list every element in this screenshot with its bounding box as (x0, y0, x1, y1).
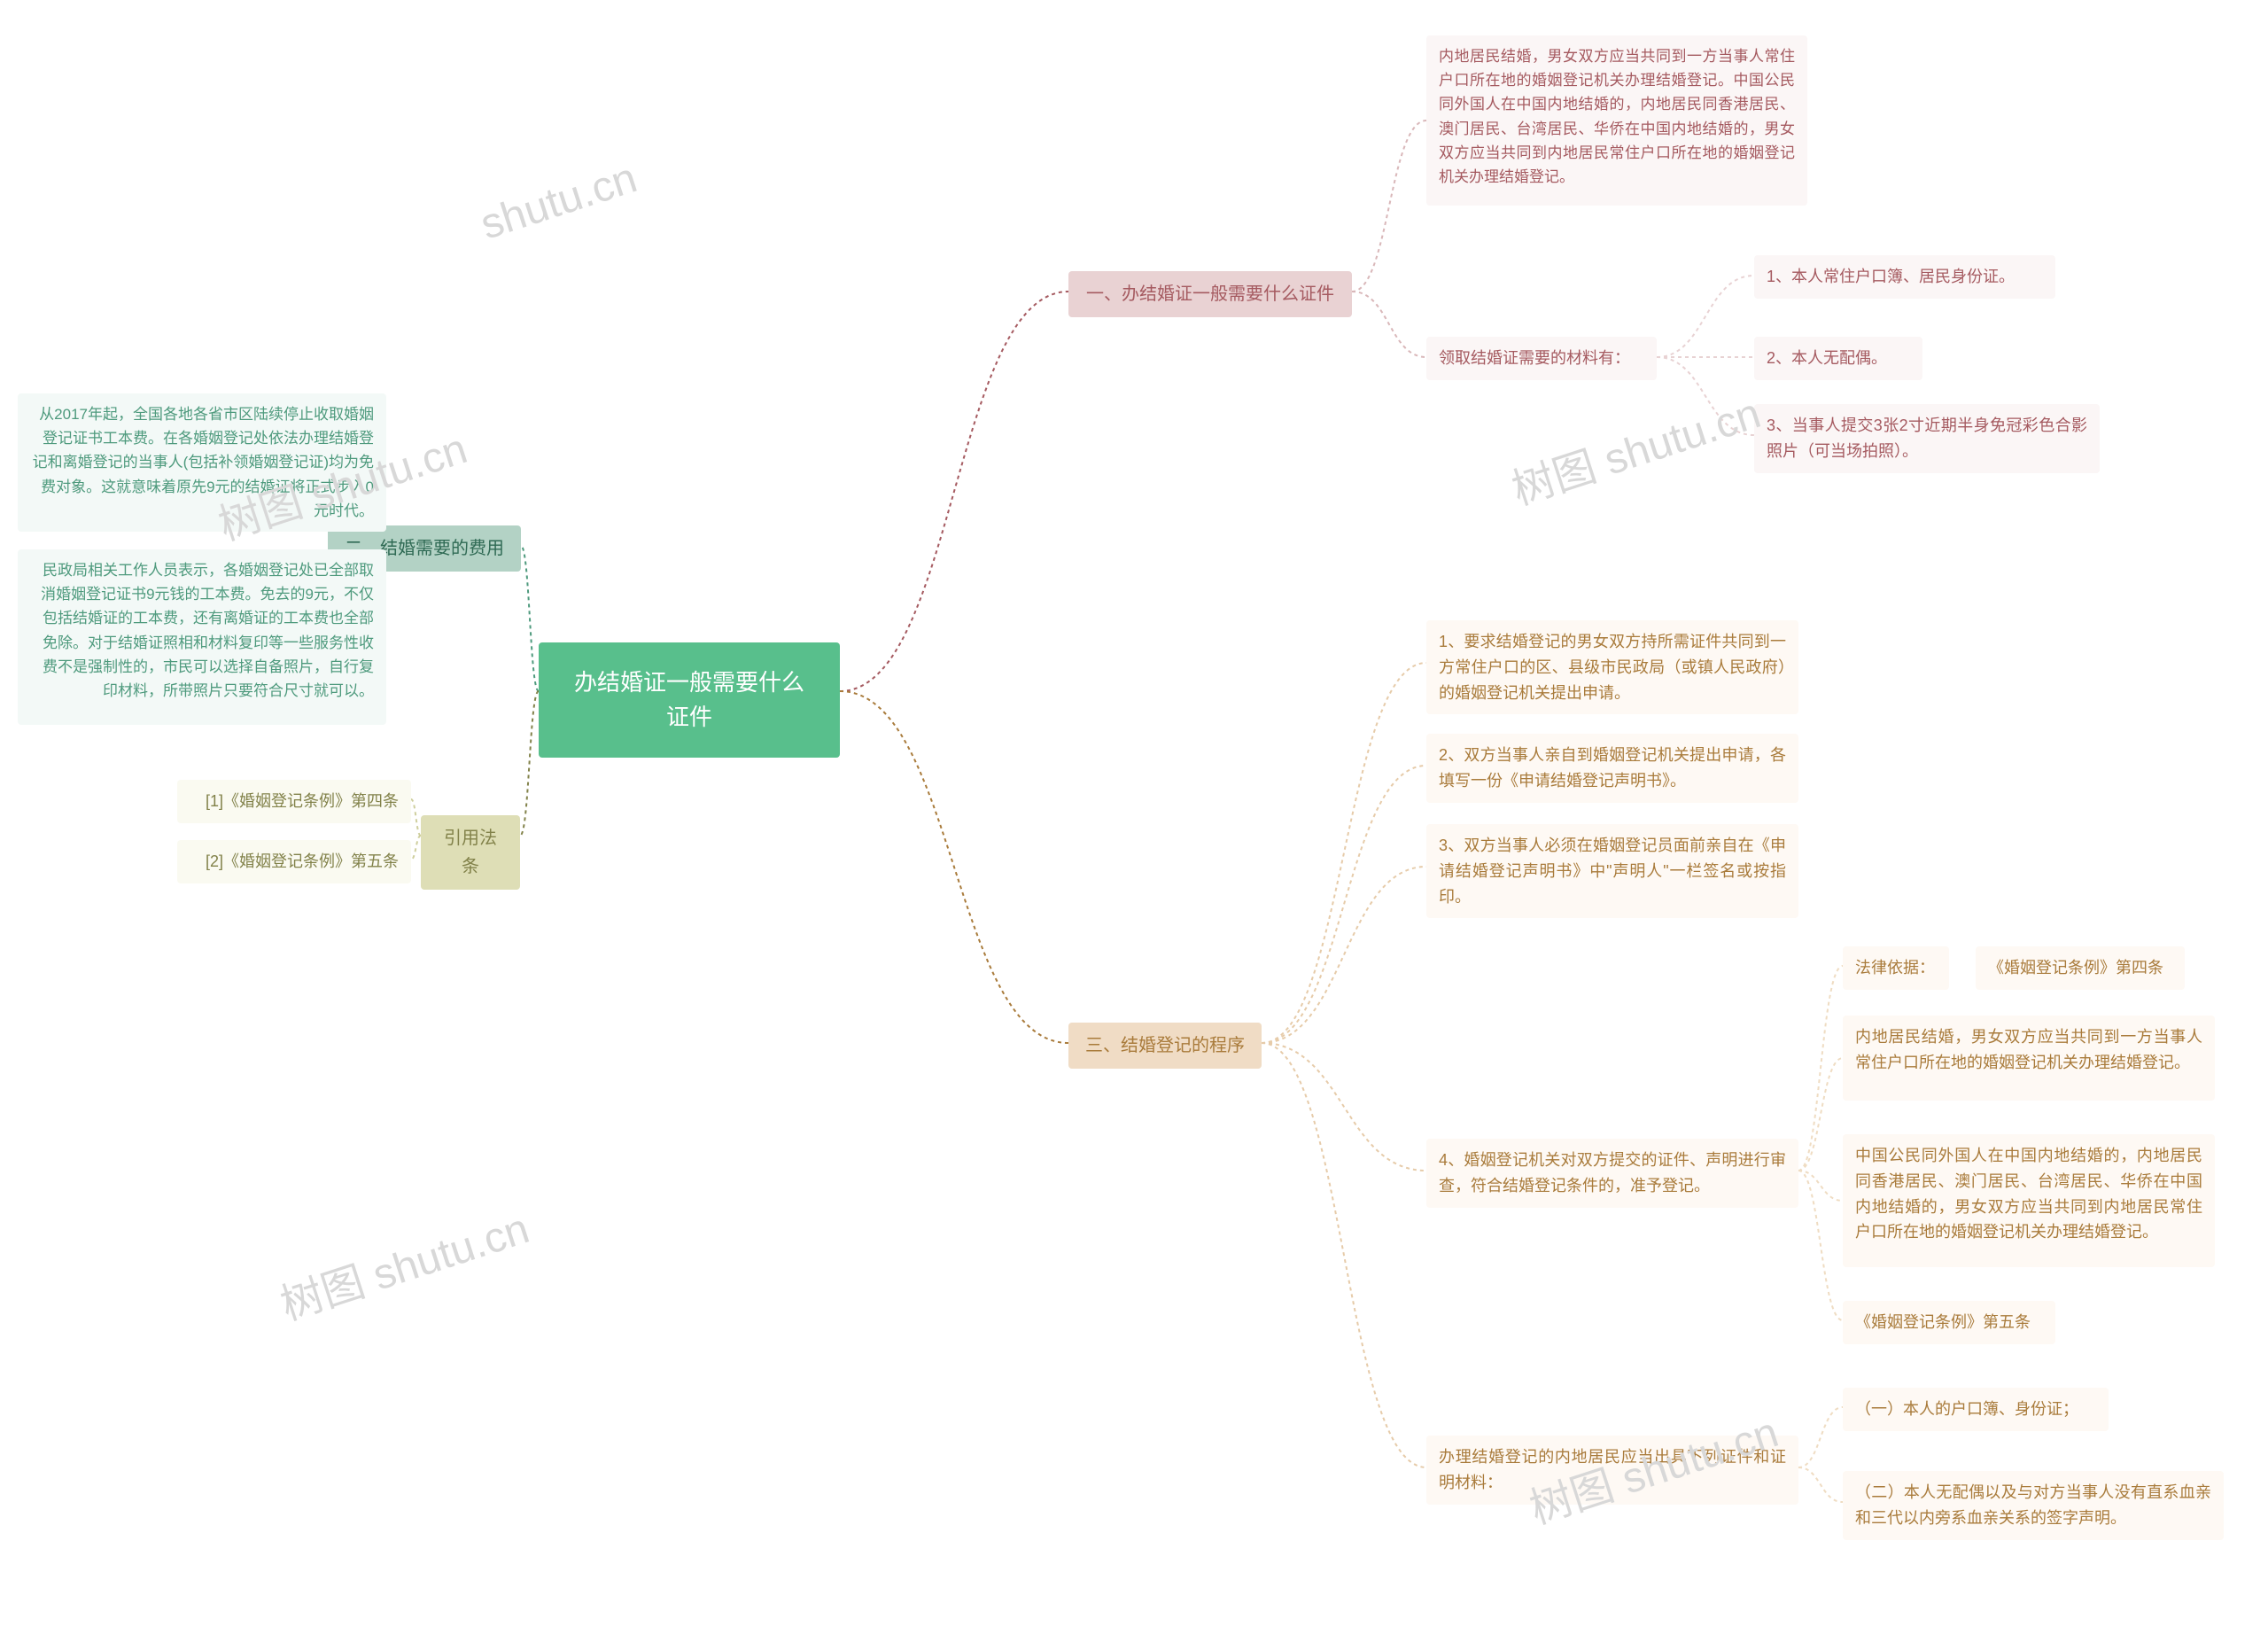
leaf-s1-2: 领取结婚证需要的材料有： (1426, 337, 1657, 380)
watermark: 树图 shutu.cn (1503, 378, 1767, 517)
leaf-s3-2: 2、双方当事人亲自到婚姻登记机关提出申请，各填写一份《申请结婚登记声明书》。 (1426, 734, 1798, 803)
root-node[interactable]: 办结婚证一般需要什么证件 (539, 642, 840, 758)
leaf-s1-2-2: 2、本人无配偶。 (1754, 337, 1922, 380)
leaf-s3-5-1: （一）本人的户口簿、身份证； (1843, 1388, 2109, 1431)
leaf-s2-1: 从2017年起，全国各地各省市区陆续停止收取婚姻登记证书工本费。在各婚姻登记处依… (18, 393, 386, 532)
leaf-s3-4-3: 中国公民同外国人在中国内地结婚的，内地居民同香港居民、澳门居民、台湾居民、华侨在… (1843, 1134, 2215, 1267)
leaf-s3-4-4: 《婚姻登记条例》第五条 (1843, 1301, 2055, 1344)
leaf-s1-2-3: 3、当事人提交3张2寸近期半身免冠彩色合影照片（可当场拍照）。 (1754, 404, 2100, 473)
leaf-s3-1: 1、要求结婚登记的男女双方持所需证件共同到一方常住户口的区、县级市民政局（或镇人… (1426, 620, 1798, 714)
watermark: 树图 shutu.cn (271, 1194, 535, 1332)
branch-1[interactable]: 一、办结婚证一般需要什么证件 (1068, 271, 1352, 317)
leaf-s3-5-2: （二）本人无配偶以及与对方当事人没有直系血亲和三代以内旁系血亲关系的签字声明。 (1843, 1471, 2224, 1540)
leaf-s4-2: [2]《婚姻登记条例》第五条 (177, 840, 411, 883)
leaf-s3-4-1a: 法律依据： (1843, 946, 1949, 990)
branch-4[interactable]: 引用法条 (421, 815, 520, 890)
leaf-s2-2: 民政局相关工作人员表示，各婚姻登记处已全部取消婚姻登记证书9元钱的工本费。免去的… (18, 549, 386, 725)
leaf-s3-4: 4、婚姻登记机关对双方提交的证件、声明进行审查，符合结婚登记条件的，准予登记。 (1426, 1139, 1798, 1208)
leaf-s4-1: [1]《婚姻登记条例》第四条 (177, 780, 411, 823)
leaf-s1-1: 内地居民结婚，男女双方应当共同到一方当事人常住户口所在地的婚姻登记机关办理结婚登… (1426, 35, 1807, 206)
leaf-s3-4-1b: 《婚姻登记条例》第四条 (1976, 946, 2185, 990)
leaf-s3-5: 办理结婚登记的内地居民应当出具下列证件和证明材料： (1426, 1436, 1798, 1505)
leaf-s3-4-2: 内地居民结婚，男女双方应当共同到一方当事人常住户口所在地的婚姻登记机关办理结婚登… (1843, 1016, 2215, 1101)
branch-3[interactable]: 三、结婚登记的程序 (1068, 1023, 1262, 1069)
watermark: shutu.cn (475, 153, 643, 249)
leaf-s3-3: 3、双方当事人必须在婚姻登记员面前亲自在《申请结婚登记声明书》中"声明人"一栏签… (1426, 824, 1798, 918)
leaf-s1-2-1: 1、本人常住户口簿、居民身份证。 (1754, 255, 2055, 299)
